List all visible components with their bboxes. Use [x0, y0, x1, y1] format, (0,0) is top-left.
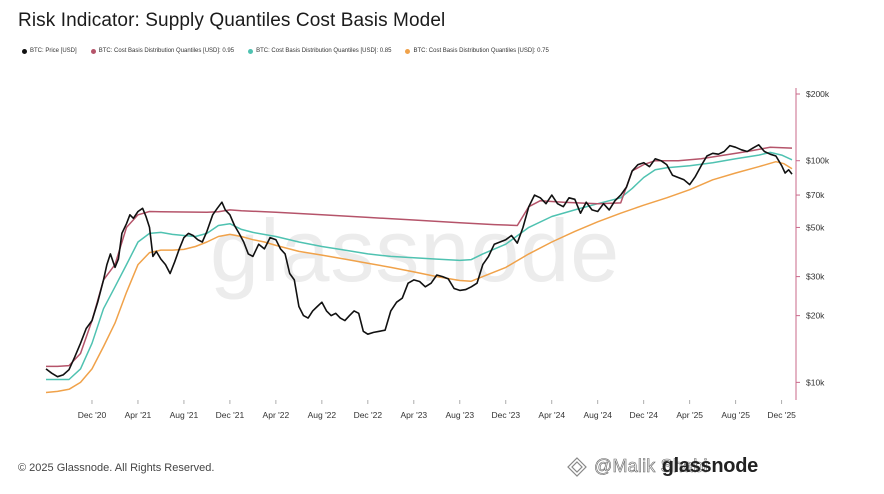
watermark-overlay: @Malik Shabi glassnode	[566, 455, 758, 478]
legend-item-q85[interactable]: BTC: Cost Basis Distribution Quantiles […	[248, 48, 391, 54]
y-tick-label: $200k	[806, 89, 830, 99]
legend-item-q95[interactable]: BTC: Cost Basis Distribution Quantiles […	[90, 48, 235, 54]
x-tick-label: Apr '22	[263, 410, 290, 420]
y-tick-label: $30k	[806, 272, 825, 282]
legend-dot-q85	[248, 48, 254, 54]
legend: BTC: Price [USD] BTC: Cost Basis Distrib…	[22, 48, 549, 54]
legend-label-q95: BTC: Cost Basis Distribution Quantiles […	[98, 48, 235, 54]
x-tick-label: Aug '25	[721, 410, 750, 420]
legend-item-q75[interactable]: BTC: Cost Basis Distribution Quantiles […	[405, 48, 549, 54]
share-logo-icon	[567, 456, 587, 477]
x-tick-label: Dec '24	[629, 410, 658, 420]
x-tick-label: Apr '21	[125, 410, 152, 420]
x-tick-label: Aug '23	[446, 410, 475, 420]
x-tick-label: Aug '22	[308, 410, 337, 420]
legend-dot-q75	[405, 48, 411, 54]
x-tick-label: Aug '24	[583, 410, 612, 420]
x-axis: Dec '20 Apr '21 Aug '21 Dec '21 Apr '22 Aug '…	[78, 400, 796, 420]
legend-item-price[interactable]: BTC: Price [USD]	[22, 48, 77, 54]
y-axis: $10k $20k $30k $50k $70k $100k $200k	[796, 89, 830, 387]
series-price-line	[45, 144, 793, 378]
y-tick-label: $10k	[806, 377, 825, 387]
series-q85-line	[46, 151, 793, 381]
legend-dot-q95	[90, 48, 96, 54]
x-tick-label: Apr '25	[676, 410, 703, 420]
series-q75-line	[45, 160, 793, 394]
legend-label-q85: BTC: Cost Basis Distribution Quantiles […	[256, 48, 392, 54]
legend-label-price: BTC: Price [USD]	[30, 48, 77, 54]
y-tick-label: $100k	[806, 156, 830, 166]
x-tick-label: Dec '25	[767, 410, 796, 420]
x-tick-label: Apr '23	[400, 410, 427, 420]
series-layer	[45, 144, 793, 394]
y-tick-label: $50k	[806, 222, 825, 232]
copyright-footer: © 2025 Glassnode. All Rights Reserved.	[18, 462, 215, 474]
legend-dot-price	[22, 48, 27, 54]
x-tick-label: Dec '21	[216, 410, 245, 420]
x-tick-label: Aug '21	[170, 410, 199, 420]
x-tick-label: Dec '22	[354, 410, 383, 420]
x-tick-label: Dec '23	[492, 410, 521, 420]
y-tick-label: $70k	[806, 190, 825, 200]
x-tick-label: Dec '20	[78, 410, 107, 420]
x-tick-label: Apr '24	[538, 410, 565, 420]
series-q95-line	[46, 146, 793, 368]
legend-label-q75: BTC: Cost Basis Distribution Quantiles […	[413, 48, 549, 54]
chart-title: Risk Indicator: Supply Quantiles Cost Ba…	[18, 10, 446, 31]
overlay-brand: glassnode	[661, 455, 759, 477]
overlay-handle: @Malik Shabi	[594, 456, 708, 477]
y-tick-label: $20k	[806, 311, 825, 321]
